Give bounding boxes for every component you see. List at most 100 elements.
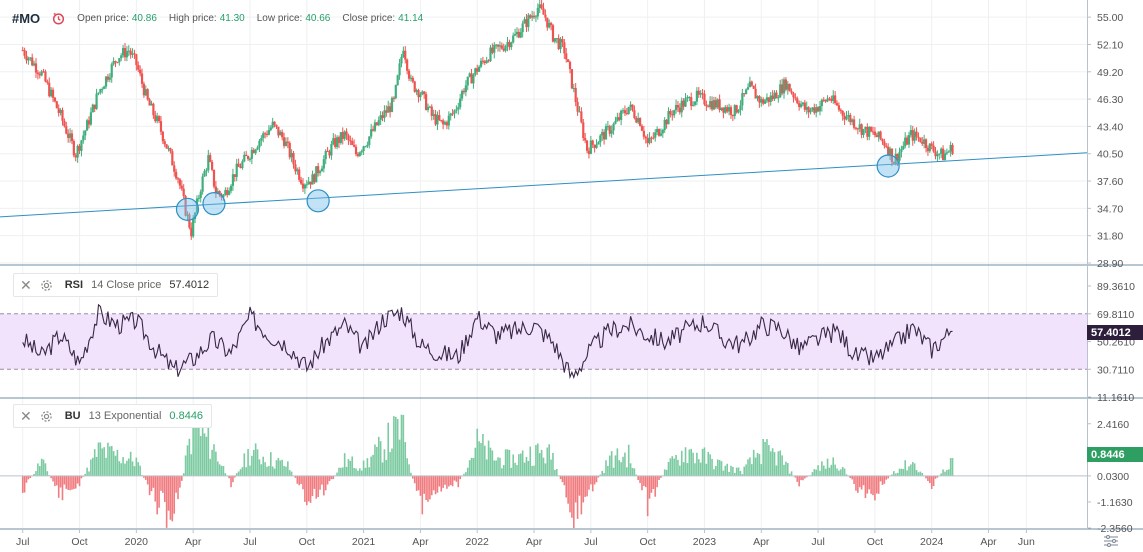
bu-histogram-bar: [97, 442, 100, 476]
candle-body: [358, 152, 361, 157]
candle-body: [250, 149, 253, 159]
candle-body: [464, 85, 467, 93]
bu-histogram-bar: [109, 446, 111, 476]
bu-histogram-bar: [76, 475, 79, 484]
bu-histogram-bar: [813, 469, 816, 476]
candle-body: [762, 99, 765, 104]
gear-icon[interactable]: [40, 410, 53, 423]
axis-settings-icon[interactable]: [1104, 535, 1118, 547]
bu-histogram-bar: [713, 469, 715, 476]
bu-histogram-bar: [576, 475, 579, 519]
bu-histogram-bar: [463, 473, 465, 476]
symbol-label[interactable]: #MO: [12, 11, 41, 26]
bu-histogram-bar: [254, 443, 257, 476]
candle-body: [48, 82, 51, 97]
candle-body: [379, 115, 382, 121]
bu-histogram-bar: [548, 444, 550, 476]
candle-body: [305, 184, 308, 186]
bu-histogram-bar: [44, 463, 47, 476]
rsi-value: 57.4012: [169, 279, 210, 291]
bu-histogram-bar: [21, 475, 24, 493]
bu-histogram-bar: [796, 475, 799, 482]
rsi-params: 14 Close price: [91, 279, 162, 291]
bu-histogram-bar: [760, 464, 763, 476]
candle-body: [89, 112, 92, 125]
bu-histogram-bar: [586, 475, 588, 497]
bu-histogram-bar: [71, 475, 73, 490]
candle-body: [216, 191, 219, 194]
bu-histogram-bar: [410, 472, 412, 476]
bu-histogram-bar: [622, 456, 624, 476]
candle-body: [504, 45, 507, 51]
bu-histogram-bar: [595, 475, 598, 483]
bu-histogram-bar: [584, 475, 586, 497]
candle-body: [947, 151, 950, 153]
bu-histogram-bar: [724, 465, 727, 476]
bu-histogram-bar: [834, 464, 836, 476]
bu-histogram-bar: [508, 449, 511, 476]
bu-histogram-bar: [180, 475, 183, 481]
candle-body: [667, 111, 670, 125]
bu-histogram-bar: [527, 460, 530, 476]
candle-body: [663, 119, 666, 130]
candle-body: [462, 90, 466, 93]
bu-histogram-bar: [904, 460, 907, 476]
bu-histogram-bar: [633, 468, 636, 476]
close-icon[interactable]: ✕: [20, 408, 32, 424]
bu-histogram-bar: [468, 460, 471, 476]
candle-body: [440, 119, 443, 121]
bu-histogram-bar: [711, 458, 713, 476]
candle-body: [436, 115, 439, 125]
candle-body: [233, 174, 236, 177]
candle-body: [110, 64, 113, 78]
gear-icon[interactable]: [40, 279, 53, 292]
candle-body: [786, 83, 789, 90]
candle-body: [531, 15, 534, 18]
candle-body: [411, 77, 414, 82]
bu-histogram-bar: [101, 448, 104, 476]
candle-body: [491, 47, 494, 53]
time-tick-label: Apr: [412, 536, 429, 548]
bu-histogram-bar: [879, 475, 882, 482]
bu-histogram-bar: [112, 451, 115, 476]
bu-histogram-bar: [332, 475, 335, 480]
bu-histogram-bar: [65, 475, 68, 489]
candle-body: [167, 148, 170, 150]
bu-histogram-bar: [692, 452, 694, 476]
bu-histogram-bar: [489, 447, 492, 476]
bu-histogram-bar: [145, 475, 147, 480]
candle-body: [506, 42, 509, 46]
bu-histogram-bar: [563, 475, 566, 486]
bu-histogram-bar: [290, 471, 293, 476]
bu-histogram-bar: [913, 463, 916, 476]
bu-histogram-bar: [256, 449, 259, 476]
candle-body: [438, 115, 441, 120]
candle-body: [409, 77, 413, 79]
bu-histogram-bar: [930, 475, 933, 489]
time-tick-label: Apr: [185, 536, 202, 548]
bu-histogram-bar: [751, 464, 753, 476]
candle-body: [46, 81, 49, 83]
candle-body: [858, 124, 861, 130]
bu-histogram-bar: [173, 475, 176, 514]
bu-histogram-bar: [554, 469, 556, 476]
rsi-last-value-tag: 57.4012: [1087, 325, 1143, 340]
candle-body: [572, 87, 575, 89]
bu-histogram-bar: [425, 475, 427, 501]
clock-icon[interactable]: [52, 12, 65, 25]
candle-body: [567, 59, 570, 62]
bu-histogram-bar: [908, 466, 910, 476]
candle-body: [555, 38, 558, 40]
close-icon[interactable]: ✕: [20, 277, 32, 293]
bu-histogram-bar: [561, 475, 564, 483]
candle-body: [852, 119, 856, 128]
bu-histogram-bar: [929, 475, 931, 483]
candle-body: [693, 101, 697, 105]
candle-body: [866, 126, 869, 137]
candle-body: [508, 42, 511, 48]
candle-body: [750, 81, 753, 86]
candle-body: [32, 63, 36, 66]
candle-body: [176, 178, 180, 180]
candle-body: [224, 190, 227, 196]
